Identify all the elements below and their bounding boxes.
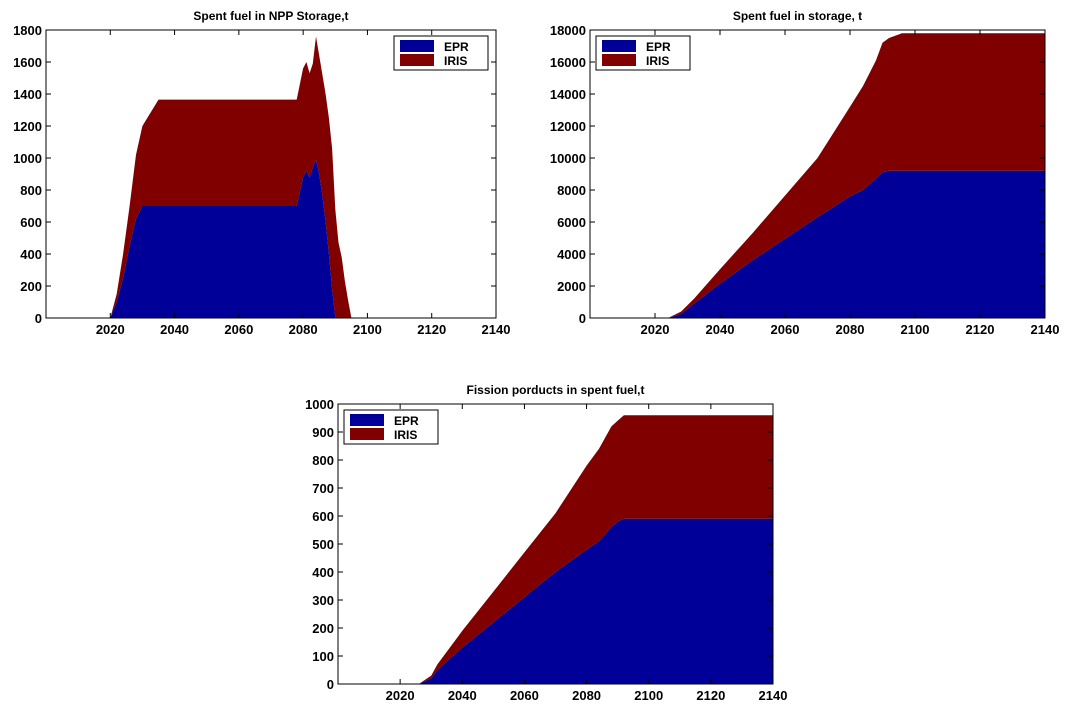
legend-swatch-iris <box>602 54 636 66</box>
y-tick-label: 1200 <box>13 119 42 134</box>
y-tick-label: 18000 <box>550 23 586 38</box>
y-tick-label: 800 <box>20 183 42 198</box>
area-epr <box>110 159 497 318</box>
legend-label-iris: IRIS <box>394 428 417 442</box>
legend-swatch-epr <box>602 40 636 52</box>
x-tick-label: 2100 <box>901 322 930 337</box>
chart-title: Spent fuel in storage, t <box>733 9 862 23</box>
chart-fission-products: 0 100 200 300 400 500 600 700 800 900 1000 2020 2040… <box>305 383 787 703</box>
x-tick-label: 2140 <box>1031 322 1060 337</box>
y-tick-label: 0 <box>35 311 42 326</box>
y-tick-label: 16000 <box>550 55 586 70</box>
x-tick-label: 2140 <box>482 322 511 337</box>
legend-swatch-epr <box>350 414 384 426</box>
y-tick-label: 6000 <box>557 215 586 230</box>
x-tick-label: 2120 <box>417 322 446 337</box>
area-iris <box>418 415 773 684</box>
y-tick-label: 2000 <box>557 279 586 294</box>
y-tick-label: 800 <box>312 453 334 468</box>
x-tick-label: 2040 <box>448 688 477 703</box>
x-tick-label: 2080 <box>836 322 865 337</box>
y-tick-label: 200 <box>20 279 42 294</box>
plot-frame <box>589 29 1046 319</box>
y-tick-label: 1800 <box>13 23 42 38</box>
y-tick-label: 600 <box>312 509 334 524</box>
y-tick-label: 14000 <box>550 87 586 102</box>
chart-title: Spent fuel in NPP Storage,t <box>193 9 348 23</box>
legend-swatch-iris <box>350 428 384 440</box>
chart-npp-storage: 0 200 400 600 800 1000 1200 1400 1600 1800 2020 204… <box>13 9 510 337</box>
tick-layer: 0 200 400 600 800 1000 1200 1400 1600 1800 2020 204… <box>13 23 510 337</box>
y-tick-label: 10000 <box>550 151 586 166</box>
y-tick-label: 500 <box>312 537 334 552</box>
y-tick-label: 0 <box>327 677 334 692</box>
tick-layer: 0 2000 4000 6000 8000 10000 12000 14000 16000 180… <box>550 23 1060 337</box>
x-tick-label: 2040 <box>706 322 735 337</box>
legend-label-epr: EPR <box>646 40 671 54</box>
legend-label-iris: IRIS <box>646 54 669 68</box>
y-tick-label: 4000 <box>557 247 586 262</box>
y-tick-label: 300 <box>312 593 334 608</box>
x-tick-label: 2060 <box>510 688 539 703</box>
y-tick-label: 12000 <box>550 119 586 134</box>
y-tick-label: 400 <box>312 565 334 580</box>
y-tick-label: 1400 <box>13 87 42 102</box>
x-tick-label: 2080 <box>289 322 318 337</box>
y-tick-label: 8000 <box>557 183 586 198</box>
x-tick-label: 2120 <box>966 322 995 337</box>
x-tick-label: 2020 <box>386 688 415 703</box>
y-tick-label: 100 <box>312 649 334 664</box>
legend-label-epr: EPR <box>394 414 419 428</box>
legend-swatch-epr <box>400 40 434 52</box>
x-tick-label: 2040 <box>160 322 189 337</box>
area-layer <box>45 29 497 319</box>
area-epr <box>668 170 1045 318</box>
y-tick-label: 1000 <box>305 397 334 412</box>
legend: EPR IRIS <box>393 35 489 71</box>
x-tick-label: 2080 <box>572 688 601 703</box>
legend: EPR IRIS <box>343 409 439 445</box>
plot-frame <box>45 29 497 319</box>
x-tick-label: 2100 <box>353 322 382 337</box>
legend: EPR IRIS <box>595 35 691 71</box>
y-tick-label: 200 <box>312 621 334 636</box>
y-tick-label: 1600 <box>13 55 42 70</box>
y-tick-label: 700 <box>312 481 334 496</box>
x-tick-label: 2020 <box>641 322 670 337</box>
y-tick-label: 400 <box>20 247 42 262</box>
x-tick-label: 2020 <box>96 322 125 337</box>
x-tick-label: 2100 <box>634 688 663 703</box>
legend-label-iris: IRIS <box>444 54 467 68</box>
tick-layer: 0 100 200 300 400 500 600 700 800 900 1000 2020 2040… <box>305 397 787 703</box>
y-tick-label: 600 <box>20 215 42 230</box>
legend-swatch-iris <box>400 54 434 66</box>
y-tick-label: 1000 <box>13 151 42 166</box>
x-tick-label: 2120 <box>696 688 725 703</box>
area-layer <box>589 29 1046 319</box>
area-epr <box>418 518 773 684</box>
chart-title: Fission porducts in spent fuel,t <box>466 383 644 397</box>
y-tick-label: 0 <box>579 311 586 326</box>
chart-storage: 0 2000 4000 6000 8000 10000 12000 14000 16000 180… <box>550 9 1060 337</box>
legend-label-epr: EPR <box>444 40 469 54</box>
x-tick-label: 2060 <box>224 322 253 337</box>
area-iris <box>668 33 1045 318</box>
x-tick-label: 2140 <box>759 688 788 703</box>
y-tick-label: 900 <box>312 425 334 440</box>
area-iris <box>110 36 497 319</box>
x-tick-label: 2060 <box>771 322 800 337</box>
